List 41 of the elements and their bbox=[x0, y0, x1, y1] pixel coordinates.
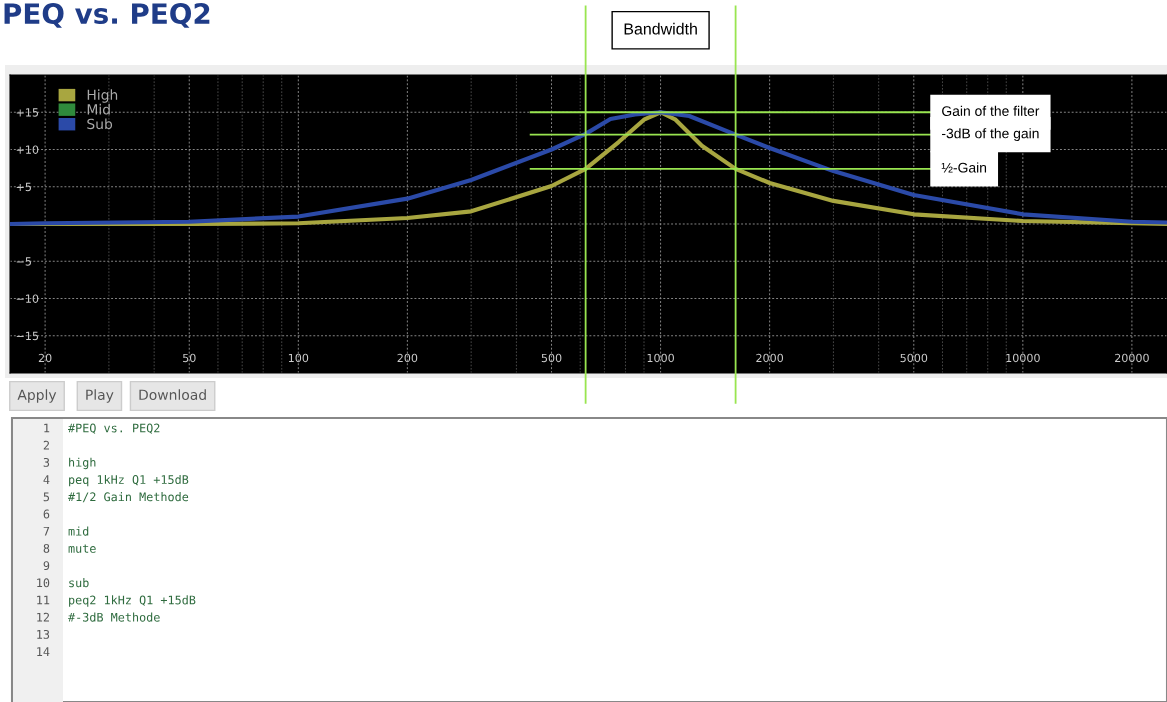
ref-line-label: Gain of the filter bbox=[942, 105, 1040, 116]
legend-label: High bbox=[87, 89, 118, 103]
text: 4 peq 1kHz Q1 +15dB bbox=[43, 474, 189, 487]
y-tick-label: −15 bbox=[16, 331, 39, 341]
text: 8 mute bbox=[43, 543, 96, 553]
text: 2 bbox=[43, 440, 49, 450]
text: Apply bbox=[17, 389, 57, 403]
x-tick-label: 20 bbox=[38, 353, 52, 363]
text: Download bbox=[139, 389, 206, 401]
x-tick-label: 20000 bbox=[1115, 353, 1149, 363]
text: 3 high bbox=[43, 457, 96, 470]
text: 6 bbox=[43, 509, 50, 519]
y-tick-label: +15 bbox=[16, 108, 39, 117]
y-tick-label: −10 bbox=[16, 294, 39, 303]
text: 9 bbox=[43, 561, 50, 571]
ref-line-label: -3dB of the gain bbox=[942, 128, 1039, 142]
x-tick-label: 5000 bbox=[900, 353, 928, 363]
text: 5 #1/2 Gain Methode bbox=[43, 492, 189, 503]
x-tick-label: 500 bbox=[541, 353, 562, 363]
legend-label: Mid bbox=[87, 103, 110, 115]
y-tick-label: +5 bbox=[16, 182, 31, 192]
x-tick-label: 10000 bbox=[1006, 353, 1040, 363]
x-tick-label: 200 bbox=[397, 353, 418, 363]
chart-title: PEQ vs. PEQ2 bbox=[4, 3, 210, 28]
x-tick-label: 2000 bbox=[756, 353, 784, 363]
y-tick-label: −5 bbox=[16, 257, 31, 266]
text: 14 bbox=[37, 647, 50, 656]
text: 11 peq2 1kHz Q1 +15dB bbox=[37, 595, 196, 607]
legend-label: Sub bbox=[87, 118, 113, 130]
x-tick-label: 100 bbox=[288, 353, 309, 363]
y-tick-label: +10 bbox=[16, 145, 39, 154]
x-tick-label: 50 bbox=[183, 353, 196, 363]
text: Play bbox=[86, 389, 114, 403]
text: Bandwidth bbox=[624, 22, 697, 35]
text: 12 #-3dB Methode bbox=[37, 612, 160, 622]
x-tick-label: 1000 bbox=[647, 353, 674, 363]
text: 10 sub bbox=[37, 578, 89, 588]
text: 7 mid bbox=[43, 526, 89, 536]
ref-line-label: ½-Gain bbox=[941, 162, 987, 173]
text: 1 #PEQ vs. PEQ2 bbox=[44, 423, 160, 434]
text: 13 bbox=[37, 629, 50, 639]
